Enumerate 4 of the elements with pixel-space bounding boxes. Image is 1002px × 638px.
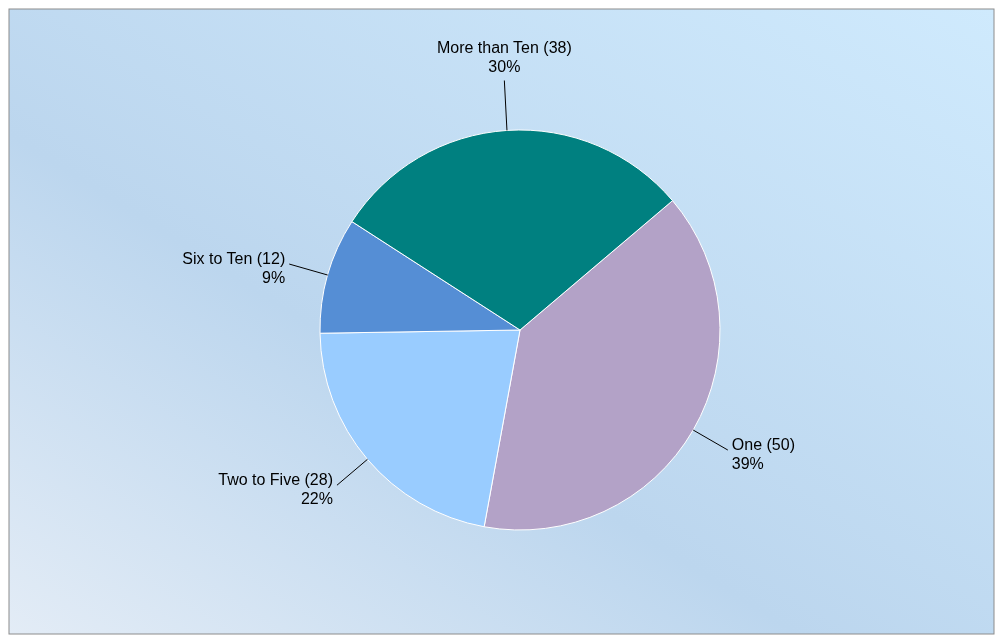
slice-label: One (50) 39%	[731, 436, 795, 473]
slice-label: Two to Five (28) 22%	[218, 471, 333, 508]
slice-label: Six to Ten (12) 9%	[182, 250, 286, 287]
slice-label: More than Ten (38) 30%	[436, 38, 572, 75]
